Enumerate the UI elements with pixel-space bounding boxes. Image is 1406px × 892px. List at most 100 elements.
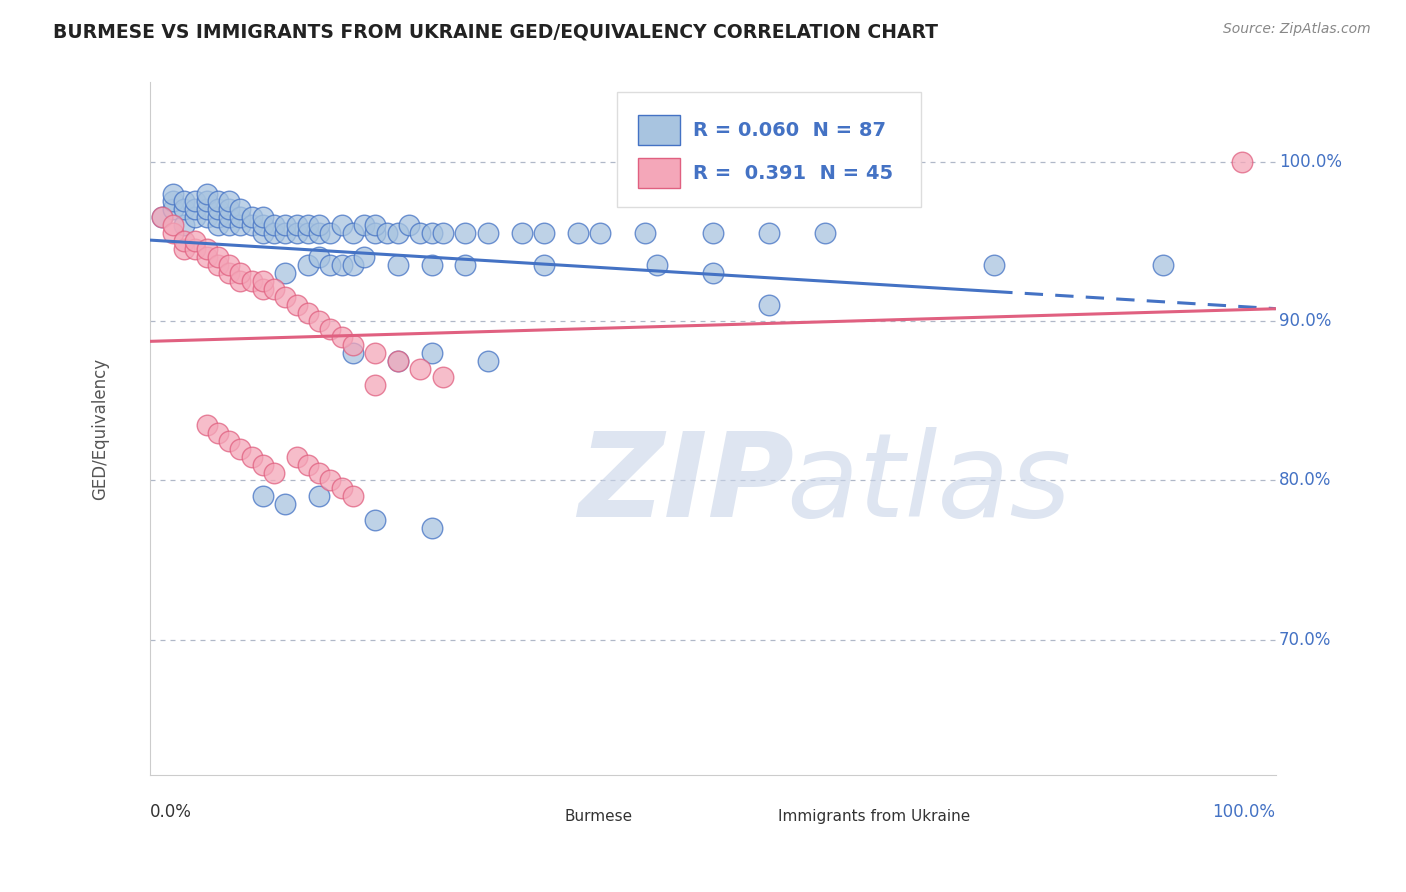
Text: 80.0%: 80.0%	[1279, 472, 1331, 490]
Point	[195, 242, 218, 256]
Point	[342, 490, 364, 504]
Text: BURMESE VS IMMIGRANTS FROM UKRAINE GED/EQUIVALENCY CORRELATION CHART: BURMESE VS IMMIGRANTS FROM UKRAINE GED/E…	[53, 22, 938, 41]
Point	[387, 227, 409, 241]
Point	[162, 219, 184, 233]
Point	[218, 434, 240, 448]
Point	[263, 282, 285, 296]
Point	[173, 219, 195, 233]
Point	[353, 219, 375, 233]
Point	[702, 227, 724, 241]
Point	[297, 219, 319, 233]
Point	[533, 258, 555, 272]
Point	[342, 338, 364, 352]
Point	[645, 258, 668, 272]
Point	[342, 346, 364, 360]
Point	[319, 258, 342, 272]
Point	[252, 490, 274, 504]
Point	[229, 211, 252, 225]
Point	[387, 354, 409, 368]
Point	[364, 346, 387, 360]
Point	[634, 227, 657, 241]
Point	[1152, 258, 1174, 272]
Point	[229, 219, 252, 233]
Point	[319, 474, 342, 488]
Point	[263, 227, 285, 241]
Text: ZIP: ZIP	[578, 426, 794, 541]
Text: 0.0%: 0.0%	[150, 803, 193, 822]
Point	[252, 282, 274, 296]
Point	[308, 250, 330, 264]
Point	[364, 227, 387, 241]
Point	[387, 258, 409, 272]
Point	[207, 425, 229, 440]
Text: Burmese: Burmese	[564, 809, 633, 824]
Point	[983, 258, 1005, 272]
Point	[330, 219, 353, 233]
Point	[263, 219, 285, 233]
Point	[184, 202, 207, 217]
Point	[218, 219, 240, 233]
Text: GED/Equivalency: GED/Equivalency	[91, 358, 108, 500]
Point	[252, 211, 274, 225]
Point	[308, 219, 330, 233]
Point	[207, 202, 229, 217]
Point	[1230, 154, 1253, 169]
Point	[240, 219, 263, 233]
Point	[319, 227, 342, 241]
Point	[195, 194, 218, 209]
Point	[252, 458, 274, 472]
Text: Source: ZipAtlas.com: Source: ZipAtlas.com	[1223, 22, 1371, 37]
Point	[240, 211, 263, 225]
FancyBboxPatch shape	[637, 115, 681, 145]
Point	[297, 258, 319, 272]
Text: Immigrants from Ukraine: Immigrants from Ukraine	[778, 809, 970, 824]
Point	[364, 377, 387, 392]
Point	[297, 458, 319, 472]
Point	[218, 194, 240, 209]
Point	[342, 227, 364, 241]
Point	[285, 219, 308, 233]
Point	[274, 497, 297, 511]
Point	[353, 250, 375, 264]
Text: atlas: atlas	[786, 427, 1071, 541]
Point	[195, 211, 218, 225]
Point	[207, 219, 229, 233]
Point	[420, 258, 443, 272]
Point	[319, 322, 342, 336]
Point	[218, 258, 240, 272]
Point	[364, 219, 387, 233]
Point	[240, 450, 263, 464]
FancyBboxPatch shape	[735, 805, 766, 828]
Text: 100.0%: 100.0%	[1212, 803, 1275, 822]
Point	[308, 227, 330, 241]
Point	[477, 354, 499, 368]
Point	[150, 211, 173, 225]
Point	[308, 466, 330, 480]
Point	[195, 250, 218, 264]
Text: R = 0.060  N = 87: R = 0.060 N = 87	[693, 120, 886, 140]
Point	[330, 482, 353, 496]
Point	[567, 227, 589, 241]
Text: 100.0%: 100.0%	[1279, 153, 1341, 170]
Point	[702, 266, 724, 280]
Point	[375, 227, 398, 241]
Point	[207, 258, 229, 272]
FancyBboxPatch shape	[637, 158, 681, 188]
Point	[308, 314, 330, 328]
Point	[195, 417, 218, 432]
Point	[533, 227, 555, 241]
Point	[173, 242, 195, 256]
Point	[330, 330, 353, 344]
Point	[173, 235, 195, 249]
Point	[285, 227, 308, 241]
Point	[308, 490, 330, 504]
Point	[274, 227, 297, 241]
Point	[195, 202, 218, 217]
Point	[195, 186, 218, 201]
Point	[364, 513, 387, 527]
Point	[207, 194, 229, 209]
Point	[162, 202, 184, 217]
Point	[454, 227, 477, 241]
Point	[510, 227, 533, 241]
Point	[387, 354, 409, 368]
